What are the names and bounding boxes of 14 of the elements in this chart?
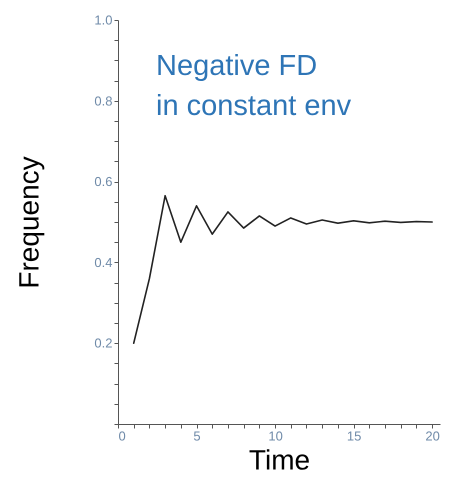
y-tick-label: 0.8 <box>94 93 112 108</box>
x-tick-label: 5 <box>193 428 201 444</box>
y-tick-label: 0.4 <box>94 254 112 270</box>
x-axis-title: Time <box>248 444 310 476</box>
y-axis-title: Frequency <box>13 156 44 289</box>
annotation: Negative FD in constant env <box>156 50 352 122</box>
line-series <box>132 194 433 344</box>
y-tick-label: 0.2 <box>94 336 112 351</box>
y-tick-label: 0.6 <box>94 174 112 190</box>
x-tick-label: 0 <box>118 428 126 444</box>
x-tick-label: 20 <box>425 428 440 444</box>
x-tick-label: 10 <box>268 428 283 444</box>
x-tick-label: 15 <box>346 428 362 444</box>
y-tick-label: 1.0 <box>94 12 112 28</box>
